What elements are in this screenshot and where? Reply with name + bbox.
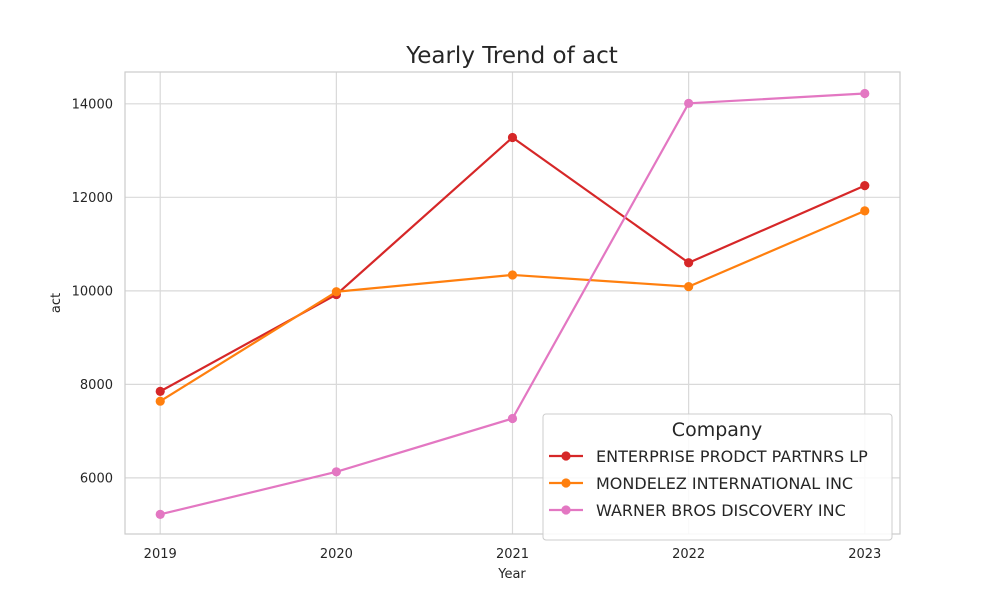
legend-box <box>542 413 893 541</box>
data-point <box>331 287 341 297</box>
y-tick-label: 8000 <box>80 378 113 393</box>
data-point <box>860 88 870 99</box>
legend-swatch-marker <box>561 505 571 515</box>
data-point <box>684 98 694 108</box>
x-tick-label: 2022 <box>672 547 705 562</box>
y-tick-label: 6000 <box>80 471 113 486</box>
chart-title: Yearly Trend of act <box>405 43 618 69</box>
legend-label: ENTERPRISE PRODCT PARTNRS LP <box>596 447 868 466</box>
data-point <box>155 509 165 519</box>
y-tick-label: 12000 <box>72 191 113 206</box>
y-axis-label: act <box>49 293 64 313</box>
data-point <box>684 282 694 292</box>
data-point <box>684 258 694 268</box>
legend-items: ENTERPRISE PRODCT PARTNRS LP MONDELEZ INT… <box>549 447 868 520</box>
x-axis-label: Year <box>497 567 526 582</box>
x-axis-ticks: 2019 2020 2021 2022 2023 <box>144 547 882 562</box>
data-point <box>331 467 341 477</box>
legend: Company ENTERPRISE PRODCT PARTNRS LP MOND… <box>542 413 893 541</box>
x-tick-label: 2023 <box>848 547 881 562</box>
plot-area-frame <box>124 71 901 535</box>
data-point <box>155 386 165 396</box>
y-tick-label: 14000 <box>72 97 113 112</box>
legend-swatch-marker <box>561 451 571 461</box>
legend-label: WARNER BROS DISCOVERY INC <box>596 501 846 520</box>
data-point <box>860 181 870 191</box>
data-point <box>507 270 518 280</box>
x-tick-label: 2021 <box>496 547 529 562</box>
x-tick-label: 2019 <box>144 547 177 562</box>
series-layer <box>155 88 870 519</box>
grid-lines <box>125 72 900 534</box>
data-point <box>155 396 165 406</box>
x-tick-label: 2020 <box>320 547 353 562</box>
data-point <box>860 206 870 216</box>
data-point <box>507 413 518 424</box>
legend-swatch-marker <box>561 478 571 488</box>
data-point <box>507 132 518 143</box>
legend-title: Company <box>672 419 762 441</box>
legend-label: MONDELEZ INTERNATIONAL INC <box>596 474 853 493</box>
y-tick-label: 10000 <box>72 284 113 299</box>
y-axis-ticks: 6000 8000 10000 12000 14000 <box>72 97 113 486</box>
